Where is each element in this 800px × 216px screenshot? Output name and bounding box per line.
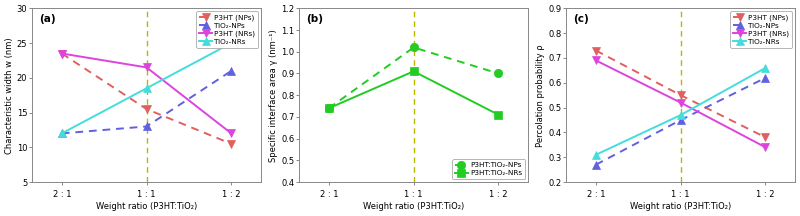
TiO₂-NRs [676, 114, 686, 116]
X-axis label: Weight ratio (P3HT:TiO₂): Weight ratio (P3HT:TiO₂) [363, 202, 464, 211]
TiO₂-NPs [142, 125, 151, 128]
TiO₂-NPs [676, 119, 686, 121]
P3HT (NRs) [226, 132, 236, 135]
Line: TiO₂-NRs: TiO₂-NRs [58, 39, 235, 138]
Line: P3HT (NPs): P3HT (NPs) [58, 49, 235, 148]
Y-axis label: Percolation probability ρ: Percolation probability ρ [536, 44, 546, 146]
TiO₂-NRs [142, 87, 151, 90]
TiO₂-NPs [57, 132, 66, 135]
Y-axis label: Specific interface area γ (nm⁻¹): Specific interface area γ (nm⁻¹) [270, 29, 278, 162]
TiO₂-NRs [57, 132, 66, 135]
P3HT (NRs) [761, 146, 770, 149]
P3HT:TiO₂-NPs [409, 46, 418, 49]
P3HT (NRs) [57, 52, 66, 55]
P3HT:TiO₂-NRs [409, 70, 418, 73]
P3HT (NRs) [591, 59, 601, 62]
Line: P3HT:TiO₂-NPs: P3HT:TiO₂-NPs [325, 43, 502, 112]
Line: TiO₂-NPs: TiO₂-NPs [58, 67, 235, 138]
P3HT:TiO₂-NRs [324, 107, 334, 110]
Legend: P3HT (NPs), TiO₂-NPs, P3HT (NRs), TiO₂-NRs: P3HT (NPs), TiO₂-NPs, P3HT (NRs), TiO₂-N… [196, 11, 258, 48]
X-axis label: Weight ratio (P3HT:TiO₂): Weight ratio (P3HT:TiO₂) [630, 202, 731, 211]
P3HT (NPs) [226, 143, 236, 145]
Line: P3HT (NRs): P3HT (NRs) [592, 56, 770, 151]
P3HT (NPs) [676, 94, 686, 97]
P3HT (NPs) [591, 49, 601, 52]
P3HT (NPs) [57, 52, 66, 55]
TiO₂-NRs [591, 153, 601, 156]
P3HT (NRs) [142, 66, 151, 69]
P3HT:TiO₂-NPs [494, 72, 503, 75]
Text: (a): (a) [39, 14, 56, 24]
Legend: P3HT (NPs), TiO₂-NPs, P3HT (NRs), TiO₂-NRs: P3HT (NPs), TiO₂-NPs, P3HT (NRs), TiO₂-N… [730, 11, 792, 48]
Line: P3HT (NRs): P3HT (NRs) [58, 49, 235, 138]
Legend: P3HT:TiO₂-NPs, P3HT:TiO₂-NRs: P3HT:TiO₂-NPs, P3HT:TiO₂-NRs [452, 159, 525, 179]
X-axis label: Weight ratio (P3HT:TiO₂): Weight ratio (P3HT:TiO₂) [96, 202, 197, 211]
P3HT:TiO₂-NPs [324, 107, 334, 110]
TiO₂-NPs [591, 163, 601, 166]
Line: P3HT:TiO₂-NRs: P3HT:TiO₂-NRs [325, 67, 502, 119]
P3HT:TiO₂-NRs [494, 113, 503, 116]
Line: TiO₂-NRs: TiO₂-NRs [592, 64, 770, 159]
Text: (b): (b) [306, 14, 323, 24]
Text: (c): (c) [573, 14, 589, 24]
P3HT (NRs) [676, 101, 686, 104]
TiO₂-NRs [226, 42, 236, 44]
Line: P3HT (NPs): P3HT (NPs) [592, 46, 770, 141]
P3HT (NPs) [761, 136, 770, 139]
Y-axis label: Characteristic width w (nm): Characteristic width w (nm) [5, 37, 14, 154]
TiO₂-NPs [761, 76, 770, 79]
TiO₂-NPs [226, 70, 236, 72]
P3HT (NPs) [142, 108, 151, 110]
Line: TiO₂-NPs: TiO₂-NPs [592, 74, 770, 169]
TiO₂-NRs [761, 67, 770, 69]
